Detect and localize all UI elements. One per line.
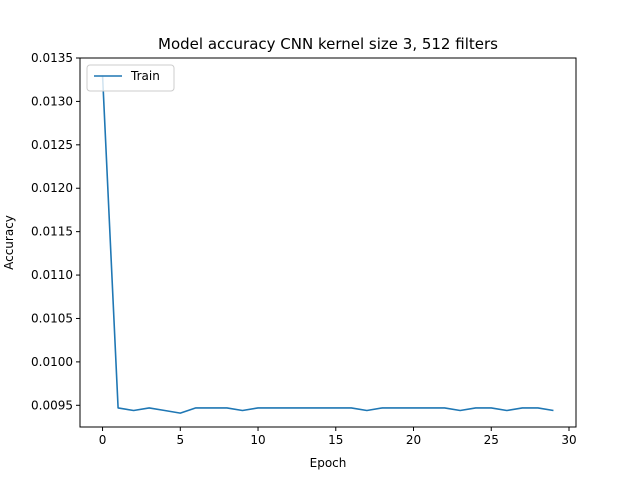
y-tick-label: 0.0125: [31, 138, 73, 152]
x-axis: 0 5 10 15 20 25 30: [99, 427, 577, 447]
series-line-train: [101, 75, 554, 414]
legend-label-train: Train: [130, 69, 160, 83]
legend-box: [86, 64, 175, 92]
y-tick-label: 0.0095: [31, 398, 73, 412]
x-tick-label: 10: [250, 433, 265, 447]
x-tick-label: 25: [484, 433, 499, 447]
y-tick-label: 0.0135: [31, 51, 73, 65]
x-tick-label: 15: [328, 433, 343, 447]
plot-area: [101, 75, 554, 414]
y-tick-label: 0.0100: [31, 355, 73, 369]
x-axis-label: Epoch: [310, 456, 347, 470]
x-tick-label: 20: [406, 433, 421, 447]
y-tick-label: 0.0120: [31, 181, 73, 195]
y-tick-label: 0.0130: [31, 94, 73, 108]
y-tick-label: 0.0115: [31, 225, 73, 239]
y-tick-label: 0.0105: [31, 311, 73, 325]
y-axis: 0.0095 0.0100 0.0105 0.0110 0.0115 0.0120 0.01…: [31, 51, 80, 412]
y-tick-label: 0.0110: [31, 268, 73, 282]
x-tick-label: 30: [561, 433, 576, 447]
legend: Train: [86, 64, 175, 92]
axes-frame: [79, 57, 577, 428]
x-tick-label: 5: [176, 433, 184, 447]
y-axis-label: Accuracy: [2, 215, 16, 270]
x-tick-label: 0: [99, 433, 107, 447]
chart-title: Model accuracy CNN kernel size 3, 512 fi…: [158, 35, 498, 53]
